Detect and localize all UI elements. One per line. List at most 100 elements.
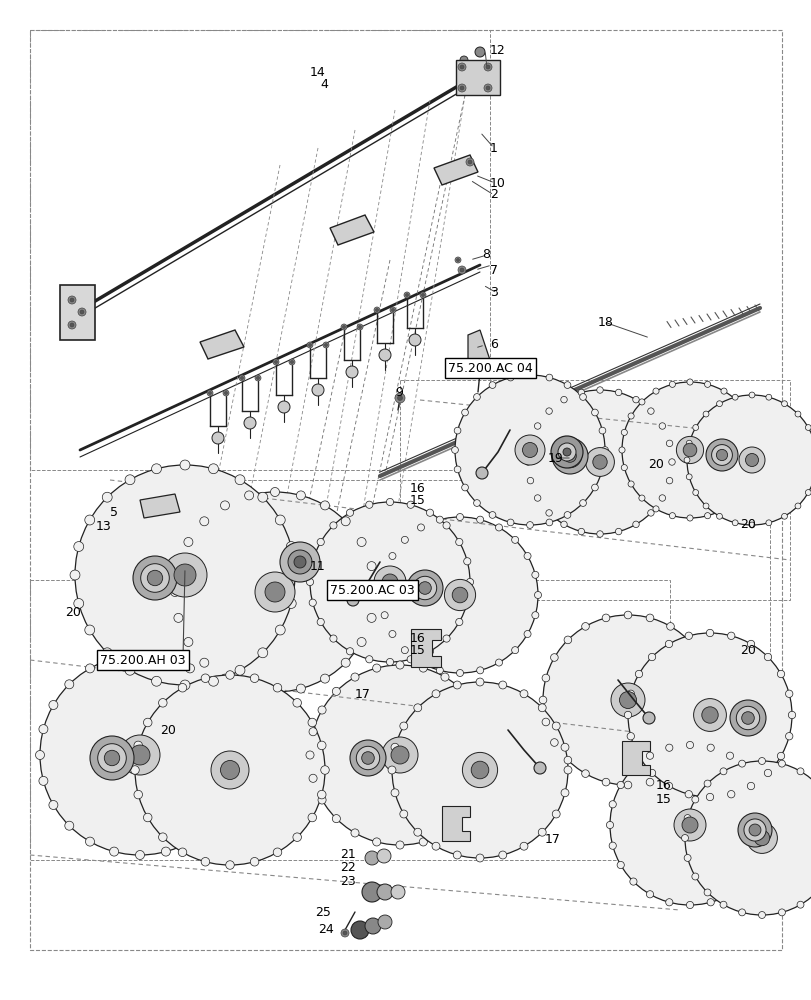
Circle shape xyxy=(599,427,605,434)
Circle shape xyxy=(692,425,697,430)
Circle shape xyxy=(697,654,705,661)
Circle shape xyxy=(608,801,616,808)
Circle shape xyxy=(418,582,431,594)
Circle shape xyxy=(135,650,144,660)
Circle shape xyxy=(311,384,324,396)
Circle shape xyxy=(684,756,691,764)
Circle shape xyxy=(70,298,74,302)
Circle shape xyxy=(778,909,784,916)
Circle shape xyxy=(615,389,621,396)
Circle shape xyxy=(624,781,631,789)
Circle shape xyxy=(646,891,653,898)
Circle shape xyxy=(290,360,293,363)
Circle shape xyxy=(486,65,489,69)
Circle shape xyxy=(102,648,112,658)
Circle shape xyxy=(676,436,703,464)
Circle shape xyxy=(550,739,557,746)
Circle shape xyxy=(309,599,316,606)
Circle shape xyxy=(757,912,765,918)
Circle shape xyxy=(357,638,366,647)
Circle shape xyxy=(638,495,644,501)
Circle shape xyxy=(307,813,316,822)
Circle shape xyxy=(270,488,279,496)
Circle shape xyxy=(240,376,243,379)
Circle shape xyxy=(406,501,414,508)
Circle shape xyxy=(737,813,771,847)
Circle shape xyxy=(243,417,255,429)
Circle shape xyxy=(362,882,381,902)
Circle shape xyxy=(523,630,530,638)
Circle shape xyxy=(375,308,378,312)
Circle shape xyxy=(684,854,690,861)
Text: 3: 3 xyxy=(489,286,497,300)
Circle shape xyxy=(452,587,467,603)
Circle shape xyxy=(681,817,697,833)
Circle shape xyxy=(784,733,792,740)
Circle shape xyxy=(36,750,45,760)
Circle shape xyxy=(680,835,688,841)
Polygon shape xyxy=(60,285,95,340)
Circle shape xyxy=(289,359,294,365)
Circle shape xyxy=(394,393,405,403)
Circle shape xyxy=(350,829,358,837)
Circle shape xyxy=(757,758,765,764)
Circle shape xyxy=(406,656,414,663)
Bar xyxy=(160,480,769,740)
Circle shape xyxy=(745,481,751,487)
Circle shape xyxy=(457,63,466,71)
Circle shape xyxy=(421,294,424,296)
Circle shape xyxy=(361,752,374,764)
Circle shape xyxy=(524,459,530,465)
Circle shape xyxy=(207,390,212,396)
Circle shape xyxy=(666,770,673,777)
Circle shape xyxy=(318,796,326,804)
Circle shape xyxy=(647,408,654,414)
Circle shape xyxy=(310,502,470,662)
Circle shape xyxy=(753,830,769,846)
Circle shape xyxy=(346,509,353,516)
Circle shape xyxy=(564,512,570,518)
Circle shape xyxy=(244,491,253,500)
Circle shape xyxy=(697,739,705,746)
Circle shape xyxy=(161,654,170,663)
Circle shape xyxy=(685,901,693,909)
Circle shape xyxy=(386,658,393,666)
Circle shape xyxy=(466,158,474,166)
Circle shape xyxy=(619,692,636,708)
Circle shape xyxy=(223,390,229,396)
Circle shape xyxy=(626,690,633,697)
Circle shape xyxy=(201,857,209,866)
Circle shape xyxy=(776,752,783,760)
Circle shape xyxy=(738,760,744,767)
Polygon shape xyxy=(467,330,489,372)
Circle shape xyxy=(307,342,312,348)
Circle shape xyxy=(40,655,240,855)
Circle shape xyxy=(463,599,470,606)
Circle shape xyxy=(745,413,751,419)
Circle shape xyxy=(135,850,144,859)
Circle shape xyxy=(272,359,279,365)
Text: 20: 20 xyxy=(739,518,755,532)
Circle shape xyxy=(781,401,787,407)
Circle shape xyxy=(702,503,708,509)
Circle shape xyxy=(309,728,317,736)
Text: 75.200.AH 03: 75.200.AH 03 xyxy=(100,654,186,666)
Circle shape xyxy=(715,449,727,461)
Circle shape xyxy=(232,725,241,734)
Circle shape xyxy=(365,501,372,508)
Circle shape xyxy=(684,761,811,915)
Circle shape xyxy=(238,375,245,381)
Circle shape xyxy=(350,740,385,776)
Circle shape xyxy=(704,513,710,519)
Circle shape xyxy=(755,861,762,869)
Circle shape xyxy=(460,65,463,69)
Circle shape xyxy=(221,674,230,683)
Circle shape xyxy=(543,615,712,785)
Circle shape xyxy=(591,409,598,416)
Circle shape xyxy=(144,813,152,822)
Circle shape xyxy=(200,517,208,526)
Circle shape xyxy=(483,63,491,71)
Circle shape xyxy=(372,664,380,672)
Circle shape xyxy=(686,379,693,385)
Circle shape xyxy=(627,413,633,419)
